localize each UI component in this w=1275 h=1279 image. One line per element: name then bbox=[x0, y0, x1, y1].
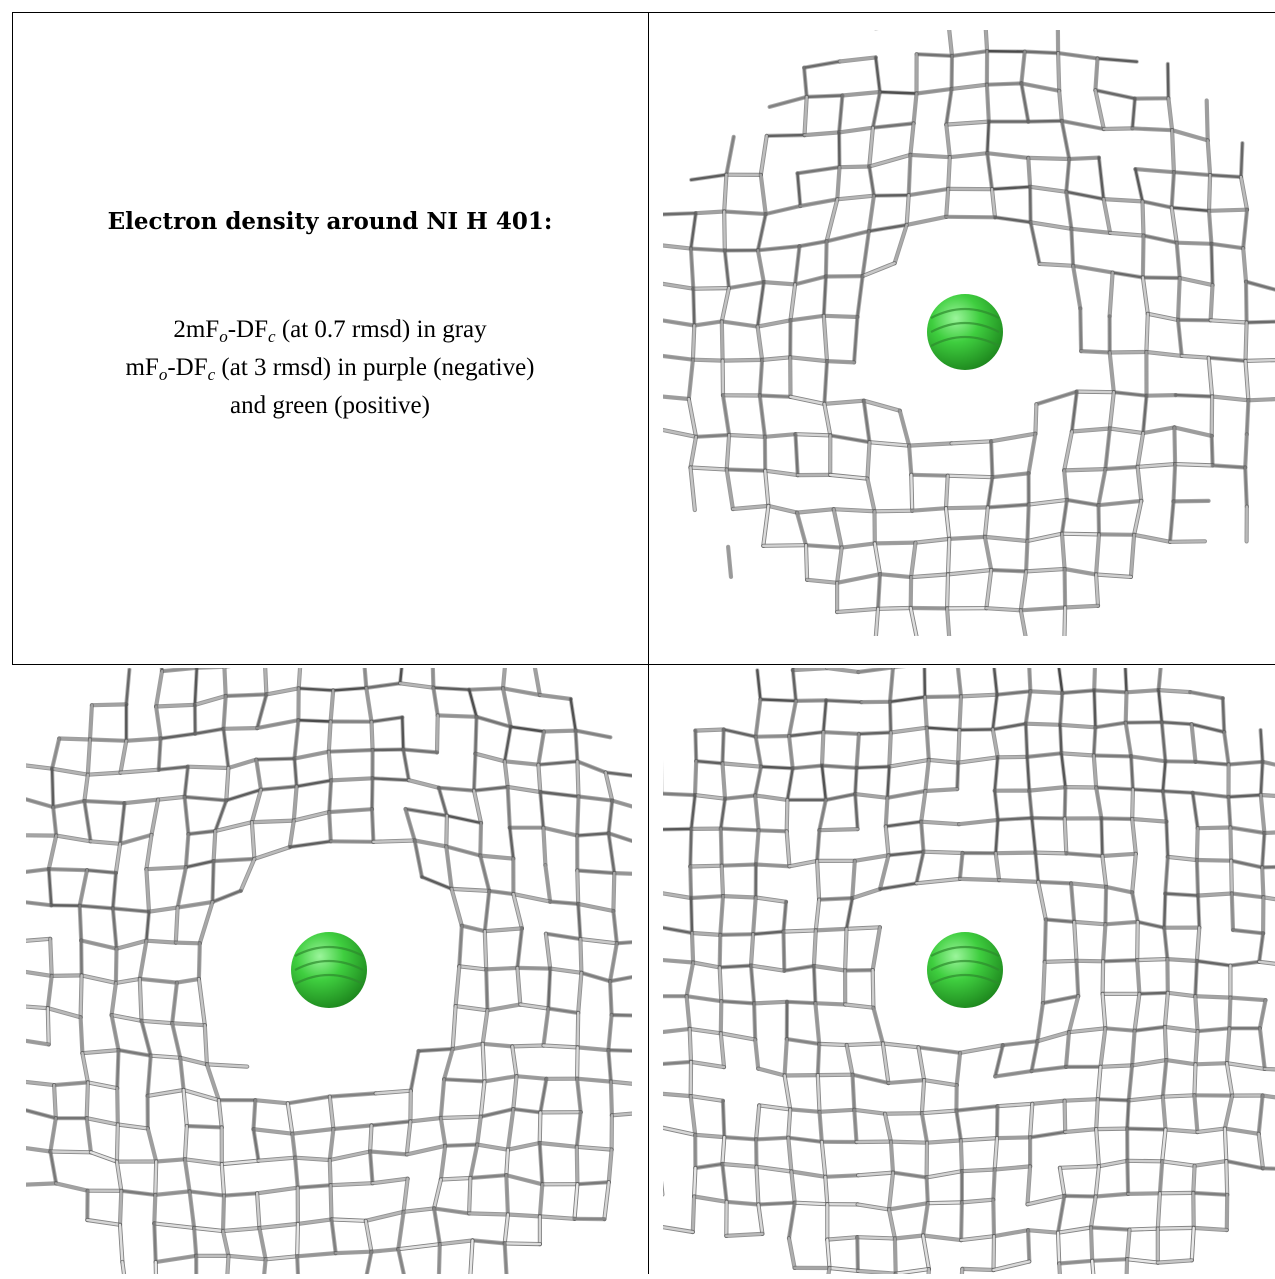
ni-atom-sphere bbox=[291, 932, 367, 1008]
caption-body: 2mFo-DFc (at 0.7 rmsd) in gray mFo-DFc (… bbox=[125, 311, 534, 425]
caption-line-2: mFo-DFc (at 3 rmsd) in purple (negative) bbox=[125, 354, 535, 384]
density-mesh-3 bbox=[663, 668, 1275, 1274]
table-border-left bbox=[12, 12, 13, 664]
view-top-right bbox=[663, 30, 1275, 636]
table-border-top bbox=[12, 12, 1275, 13]
density-mesh-1 bbox=[663, 30, 1275, 636]
caption-line-1: 2mFo-DFc (at 0.7 rmsd) in gray bbox=[173, 316, 487, 346]
view-bottom-right bbox=[663, 668, 1275, 1274]
table-divider-vertical bbox=[648, 12, 649, 1274]
density-mesh-2 bbox=[26, 668, 632, 1274]
caption-line-3: and green (positive) bbox=[230, 392, 430, 419]
caption-title: Electron density around NI H 401: bbox=[107, 208, 553, 235]
view-bottom-left bbox=[26, 668, 632, 1274]
ni-atom-sphere bbox=[927, 294, 1003, 370]
table-divider-horizontal bbox=[12, 664, 1275, 665]
ni-atom-sphere bbox=[927, 932, 1003, 1008]
caption-panel: Electron density around NI H 401: 2mFo-D… bbox=[12, 12, 648, 664]
